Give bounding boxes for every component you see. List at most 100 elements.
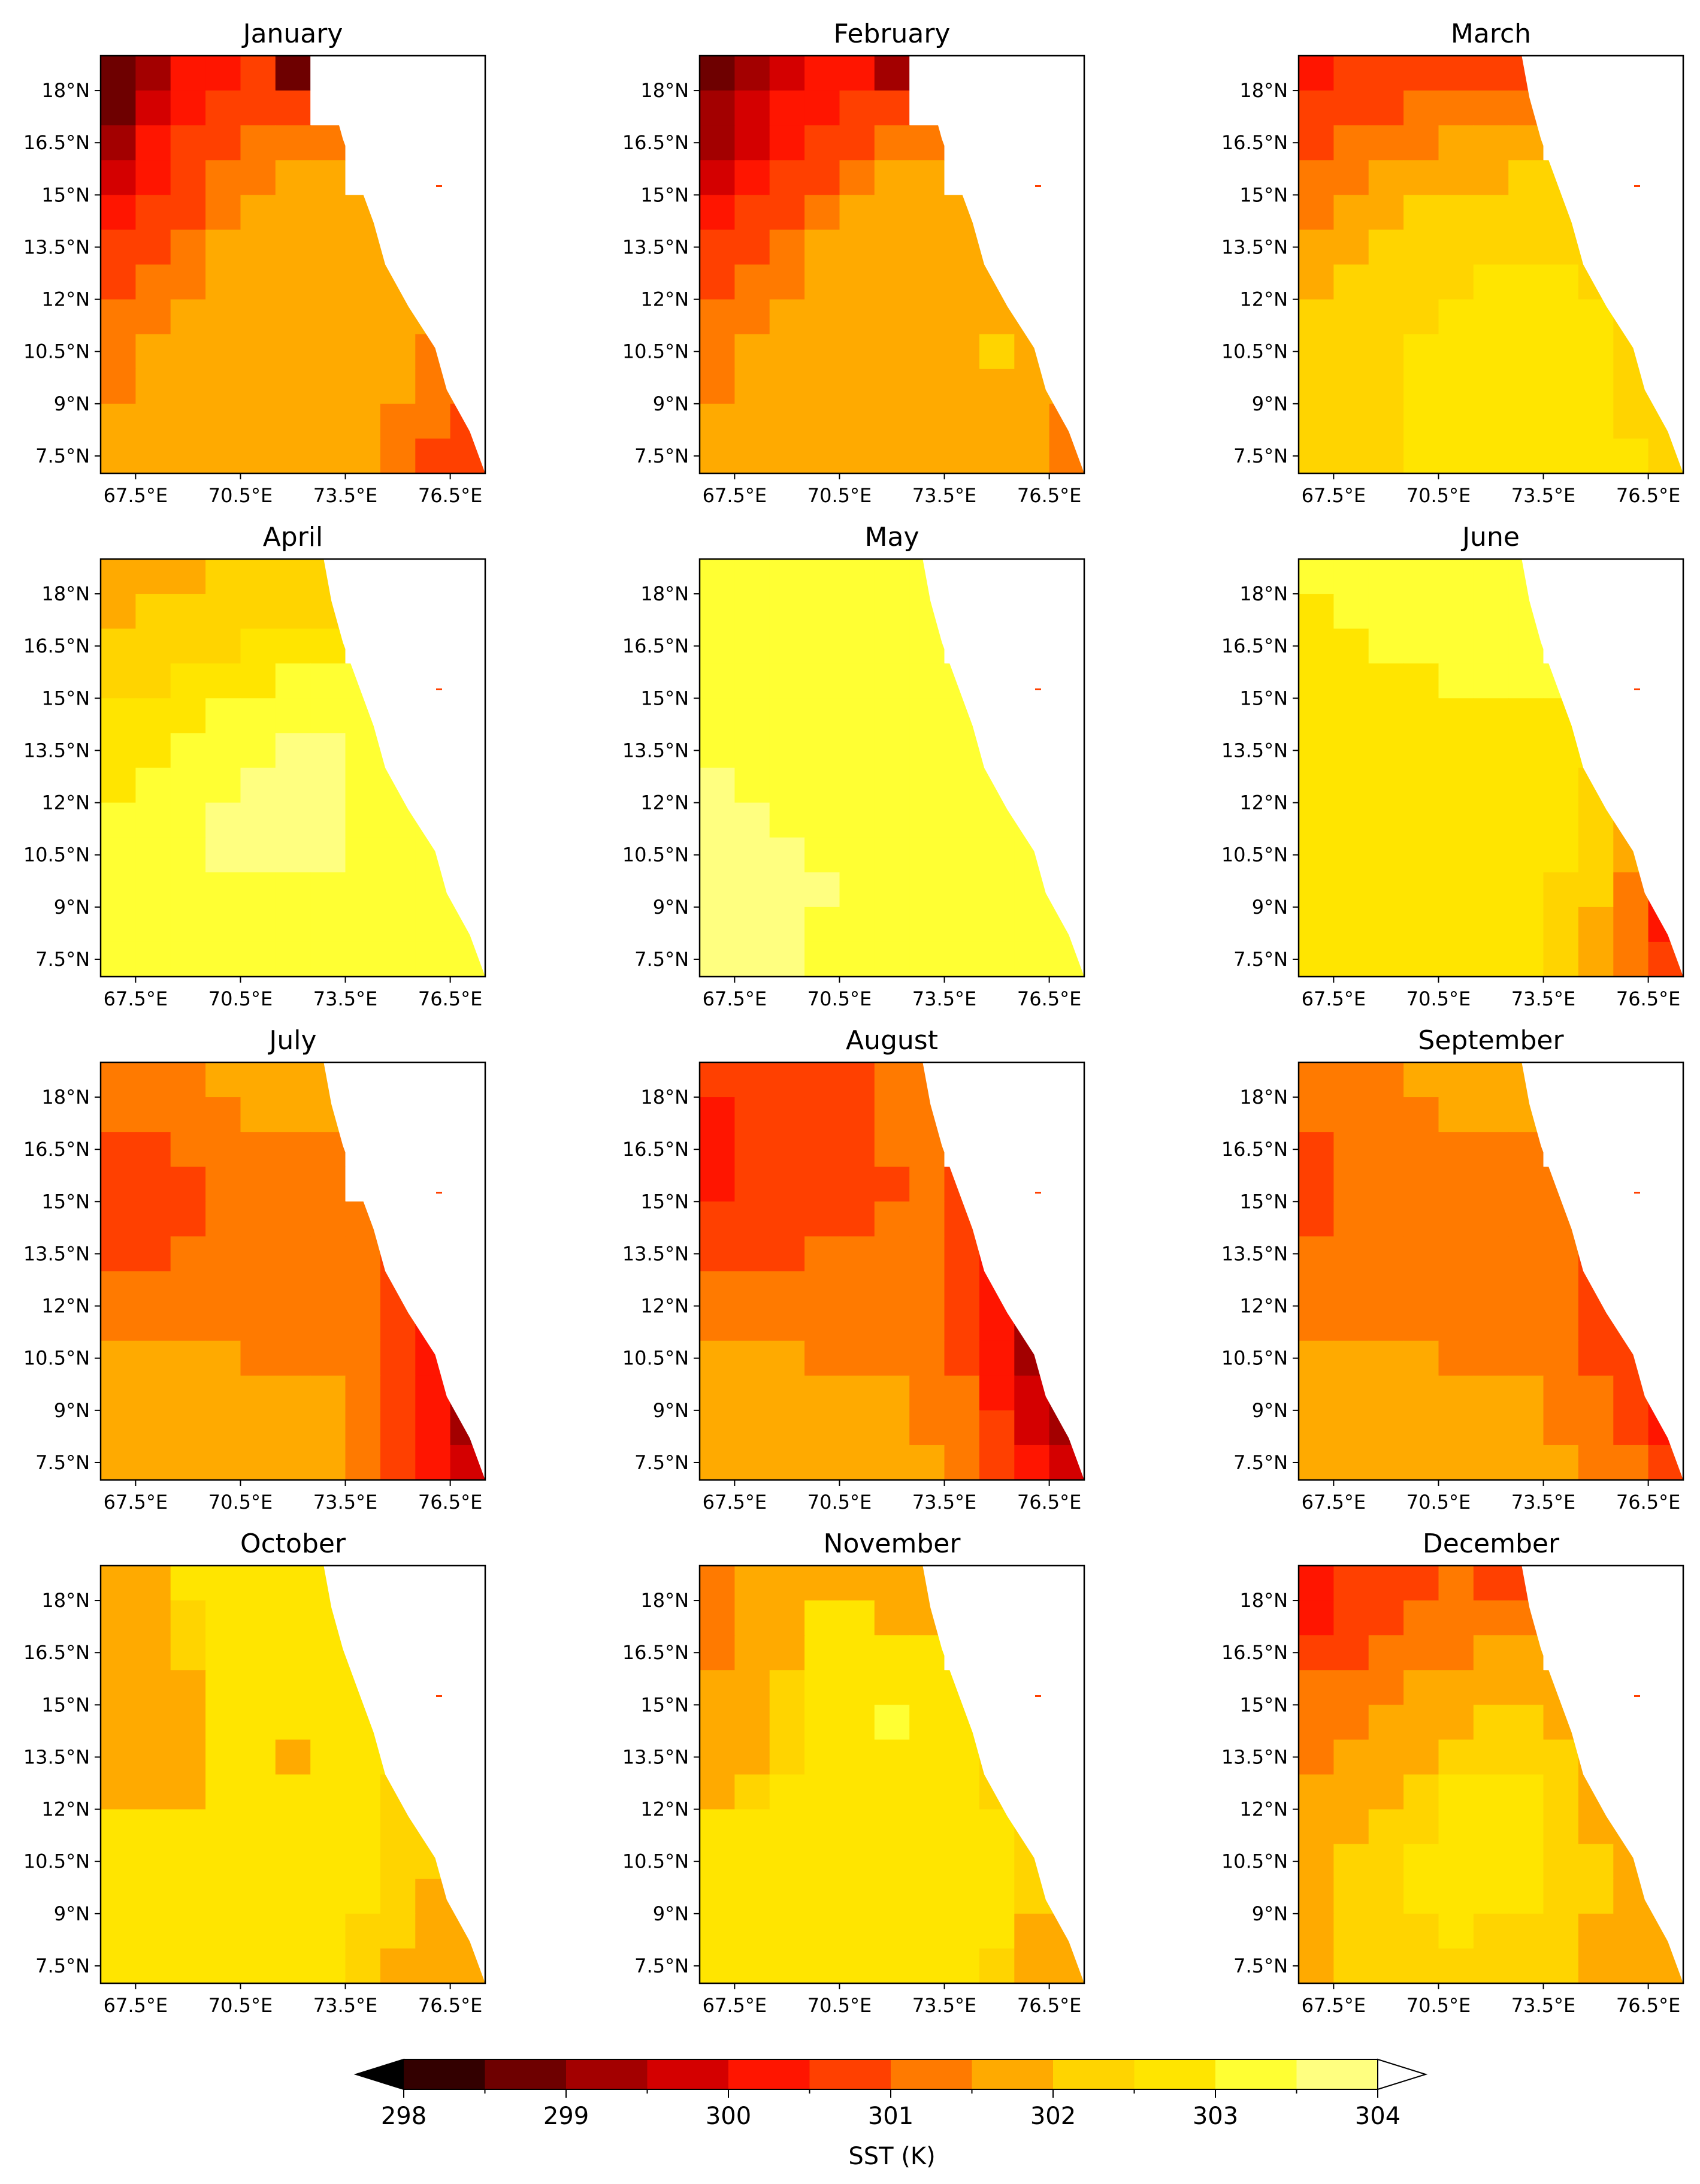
sst-cell xyxy=(1014,1948,1050,1983)
sst-cell xyxy=(734,768,770,803)
sst-cell xyxy=(1473,299,1510,335)
x-tick-label: 70.5°E xyxy=(807,987,872,1010)
y-tick-label: 7.5°N xyxy=(1233,1451,1288,1474)
panel-january: January 67.5°E 70.5°E 73.5°E 76.5°E 18°N 16.5°… xyxy=(23,19,486,507)
y-tick-label: 16.5°N xyxy=(23,131,90,154)
y-tick-label: 7.5°N xyxy=(634,1955,689,1977)
sst-cell xyxy=(839,941,875,977)
sst-cell xyxy=(839,1670,875,1706)
sst-cell xyxy=(909,125,945,161)
y-tick-label: 18°N xyxy=(41,1086,90,1108)
sst-cell xyxy=(700,1774,736,1810)
sst-cell xyxy=(170,1445,207,1480)
sst-cell xyxy=(1014,1445,1050,1480)
sst-cell xyxy=(101,1375,137,1411)
sst-cell xyxy=(240,768,276,803)
sst-cell xyxy=(839,1167,875,1203)
sst-cell xyxy=(101,1201,137,1237)
sst-cell xyxy=(874,1600,911,1636)
sst-field xyxy=(101,559,485,977)
x-tick-label: 67.5°E xyxy=(104,987,168,1010)
sst-cell xyxy=(769,1566,806,1602)
sst-cell xyxy=(135,1913,171,1949)
sst-cell xyxy=(1438,1809,1474,1845)
sst-cell xyxy=(1543,334,1579,370)
sst-cell xyxy=(769,229,806,265)
sst-cell xyxy=(700,1670,736,1706)
sst-cell xyxy=(170,1774,207,1810)
sst-cell xyxy=(240,334,276,370)
sst-cell xyxy=(874,1375,911,1411)
island-mark xyxy=(1035,1192,1041,1194)
sst-cell xyxy=(240,125,276,161)
sst-cell xyxy=(1403,1062,1439,1098)
y-tick-label: 7.5°N xyxy=(1233,445,1288,467)
island-mark xyxy=(1035,688,1041,690)
sst-cell xyxy=(1403,663,1439,699)
sst-cell xyxy=(804,1948,840,1983)
sst-cell xyxy=(135,594,171,630)
sst-cell xyxy=(380,334,416,370)
sst-cell xyxy=(769,1878,806,1914)
sst-cell xyxy=(205,907,241,943)
sst-cell xyxy=(1543,907,1579,943)
sst-cell xyxy=(1333,733,1369,769)
colorbar-tick-label: 300 xyxy=(706,2103,751,2130)
sst-cell xyxy=(101,1809,137,1845)
sst-cell xyxy=(205,125,241,161)
sst-cell xyxy=(170,941,207,977)
sst-cell xyxy=(839,1878,875,1914)
sst-cell xyxy=(1333,1600,1369,1636)
sst-cell xyxy=(275,1132,311,1168)
sst-cell xyxy=(734,334,770,370)
sst-cell xyxy=(734,1201,770,1237)
sst-cell xyxy=(1368,1739,1405,1775)
sst-cell xyxy=(345,1913,381,1949)
y-tick-label: 18°N xyxy=(1239,1086,1288,1108)
sst-cell xyxy=(170,837,207,873)
sst-cell xyxy=(310,160,346,196)
sst-cell xyxy=(769,594,806,630)
sst-cell xyxy=(345,1948,381,1983)
sst-cell xyxy=(1473,1705,1510,1741)
island-mark xyxy=(436,1192,442,1194)
panel-title: September xyxy=(1418,1025,1564,1056)
sst-cell xyxy=(205,1445,241,1480)
sst-cell xyxy=(240,1306,276,1342)
sst-cell xyxy=(804,1340,840,1376)
panel-frame xyxy=(1297,1061,1684,1481)
sst-cell xyxy=(275,195,311,231)
y-tick-label: 15°N xyxy=(640,183,689,206)
sst-cell xyxy=(979,1410,1015,1446)
sst-cell xyxy=(700,1062,736,1098)
sst-cell xyxy=(205,1878,241,1914)
sst-cell xyxy=(275,941,311,977)
sst-cell xyxy=(415,1445,451,1480)
sst-cell xyxy=(1333,1566,1369,1602)
sst-cell xyxy=(1333,1635,1369,1671)
land-mask xyxy=(1521,56,1683,473)
sst-cell xyxy=(345,837,381,873)
sst-cell xyxy=(345,768,381,803)
sst-cell xyxy=(101,837,137,873)
sst-cell xyxy=(1403,1445,1439,1480)
island-mark xyxy=(436,1695,442,1697)
y-tick-label: 18°N xyxy=(41,582,90,605)
sst-cell xyxy=(1333,1167,1369,1203)
x-tick-label: 73.5°E xyxy=(1511,1994,1575,2017)
sst-cell xyxy=(310,837,346,873)
sst-cell xyxy=(734,438,770,473)
sst-cell xyxy=(804,1445,840,1480)
sst-cell xyxy=(1613,403,1649,439)
sst-cell xyxy=(700,663,736,699)
y-tick-label: 16.5°N xyxy=(1221,635,1288,657)
sst-cell xyxy=(135,1097,171,1133)
sst-cell xyxy=(874,1739,911,1775)
sst-cell xyxy=(804,802,840,838)
sst-cell xyxy=(240,1774,276,1810)
panel-title: February xyxy=(834,19,951,49)
sst-cell xyxy=(1473,368,1510,404)
sst-cell xyxy=(1403,698,1439,734)
sst-cell xyxy=(1299,733,1335,769)
sst-cell xyxy=(1473,438,1510,473)
